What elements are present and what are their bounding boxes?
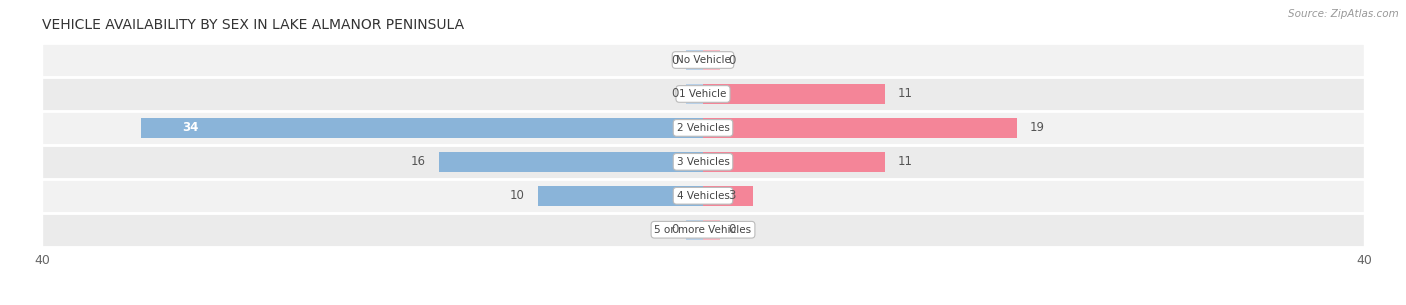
Text: 0: 0: [671, 223, 678, 236]
Text: 16: 16: [411, 155, 426, 168]
Bar: [686, 84, 703, 104]
Text: 34: 34: [183, 121, 200, 135]
Text: 2 Vehicles: 2 Vehicles: [676, 123, 730, 133]
Bar: [42, 145, 1364, 179]
Bar: [537, 186, 703, 206]
Bar: [703, 220, 720, 240]
Text: No Vehicle: No Vehicle: [675, 55, 731, 65]
Bar: [703, 186, 752, 206]
Bar: [42, 179, 1364, 213]
Bar: [703, 152, 884, 172]
Bar: [42, 43, 1364, 77]
Bar: [141, 118, 703, 138]
Bar: [42, 111, 1364, 145]
Text: 0: 0: [728, 223, 735, 236]
Bar: [439, 152, 703, 172]
Text: 0: 0: [728, 53, 735, 66]
Text: 3 Vehicles: 3 Vehicles: [676, 157, 730, 167]
Text: 11: 11: [898, 88, 912, 100]
Text: 5 or more Vehicles: 5 or more Vehicles: [654, 225, 752, 235]
Text: 1 Vehicle: 1 Vehicle: [679, 89, 727, 99]
Bar: [686, 50, 703, 70]
Text: 4 Vehicles: 4 Vehicles: [676, 191, 730, 201]
Bar: [703, 50, 720, 70]
Text: 0: 0: [671, 88, 678, 100]
Bar: [42, 77, 1364, 111]
Text: VEHICLE AVAILABILITY BY SEX IN LAKE ALMANOR PENINSULA: VEHICLE AVAILABILITY BY SEX IN LAKE ALMA…: [42, 18, 464, 31]
Bar: [686, 220, 703, 240]
Legend: Male, Female: Male, Female: [634, 301, 772, 305]
Text: 3: 3: [728, 189, 735, 202]
Text: Source: ZipAtlas.com: Source: ZipAtlas.com: [1288, 9, 1399, 19]
Bar: [703, 84, 884, 104]
Bar: [42, 213, 1364, 247]
Bar: [703, 118, 1017, 138]
Text: 11: 11: [898, 155, 912, 168]
Text: 19: 19: [1031, 121, 1045, 135]
Text: 10: 10: [510, 189, 524, 202]
Text: 0: 0: [671, 53, 678, 66]
